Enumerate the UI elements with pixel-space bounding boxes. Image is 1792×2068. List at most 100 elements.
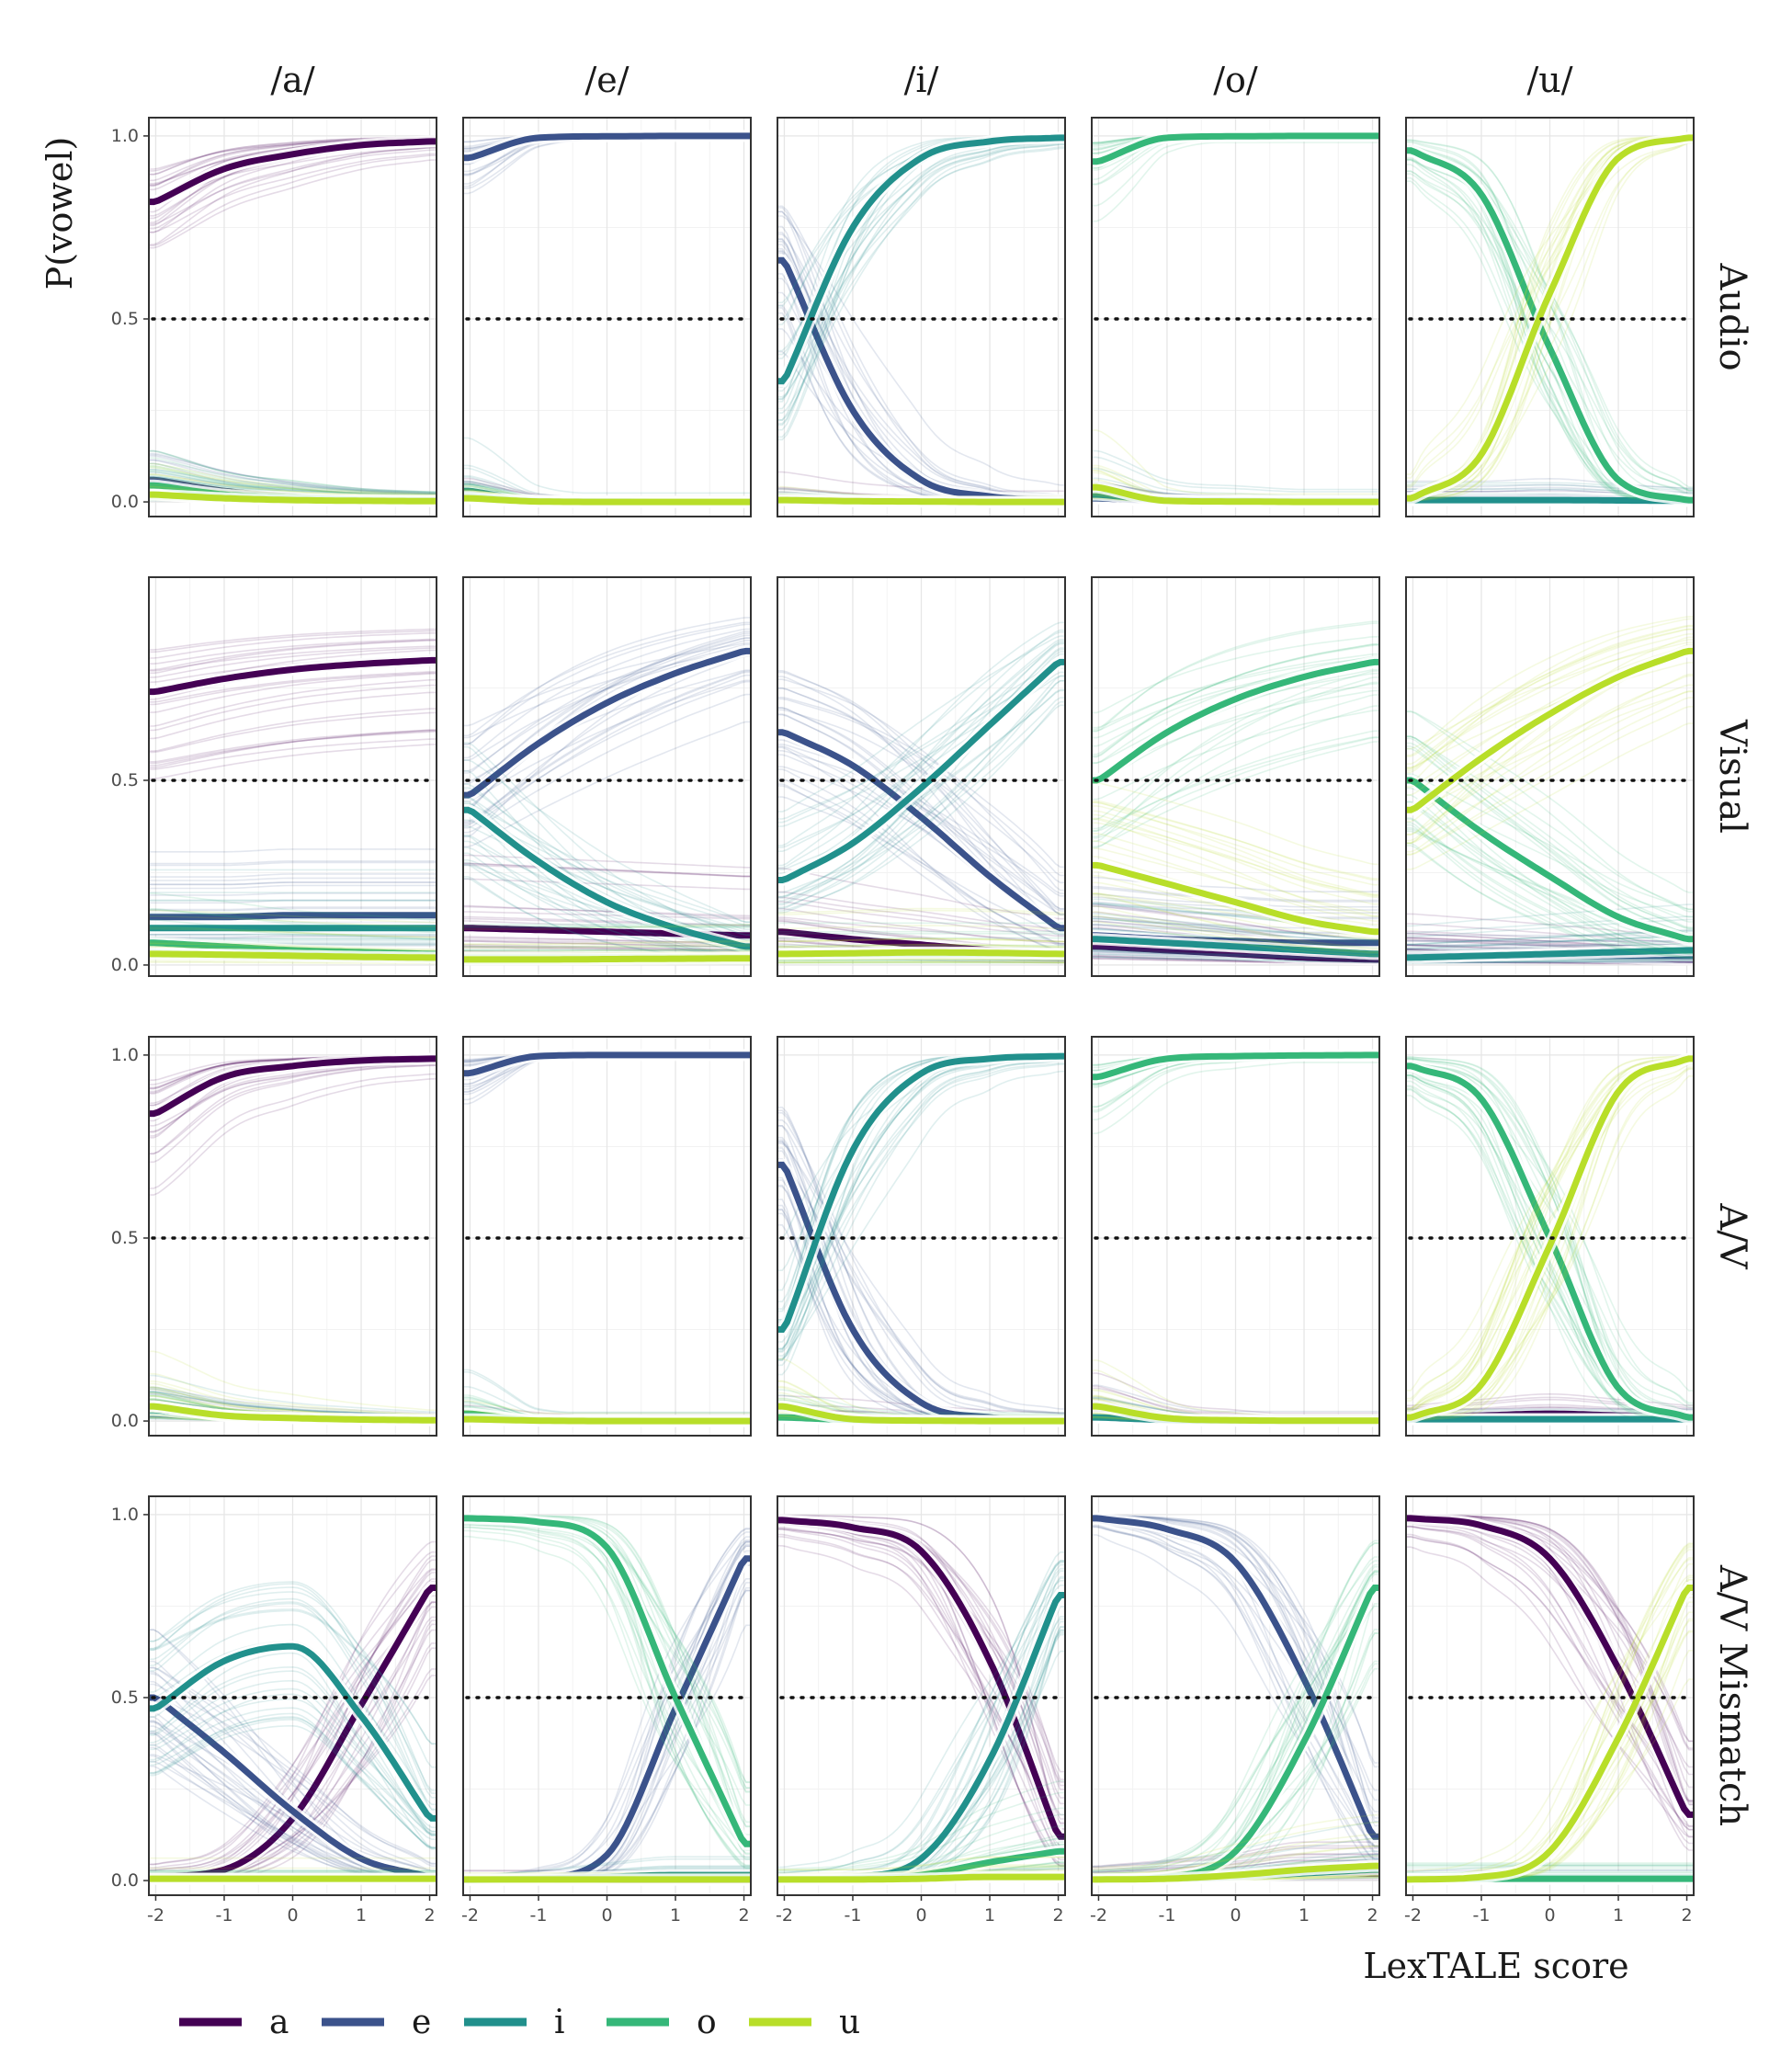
participant-trace <box>149 1374 437 1413</box>
mean-curve <box>1406 1055 1694 1421</box>
participant-trace <box>1092 813 1379 905</box>
series-group <box>149 628 437 965</box>
participant-trace <box>1092 915 1379 942</box>
participant-trace <box>1092 429 1379 495</box>
participant-trace <box>777 697 1065 869</box>
facet-panel: -2 -1 0 1 2 <box>461 1495 752 1926</box>
participant-trace <box>149 639 437 671</box>
panel-frame <box>1091 576 1380 977</box>
participant-trace <box>149 476 437 495</box>
participant-trace <box>1406 616 1694 756</box>
facet-panel: -2 -1 0 1 2 <box>776 1495 1066 1926</box>
facet-panel: 0.0 0.5 1.0 <box>111 1036 437 1437</box>
participant-trace <box>1406 1574 1694 1872</box>
x-tick-label: 2 <box>739 1905 750 1926</box>
participant-trace <box>777 689 1065 870</box>
participant-trace <box>1406 684 1694 811</box>
participant-trace <box>1092 636 1379 714</box>
participant-trace <box>463 938 751 946</box>
participant-trace <box>1092 1822 1379 1870</box>
mean-curve <box>149 138 437 206</box>
participant-trace <box>149 1601 437 1791</box>
series-u <box>1092 1813 1379 1886</box>
participant-trace <box>1092 949 1379 960</box>
facet-panel <box>777 117 1066 517</box>
participant-trace <box>1092 905 1379 920</box>
participant-trace <box>149 1716 437 1849</box>
participant-trace <box>777 796 1065 937</box>
participant-trace <box>777 937 1065 943</box>
series-u <box>777 485 1065 508</box>
panel-frame <box>1091 117 1380 517</box>
facet-panel: 0.0 0.5 1.0 <box>111 117 437 517</box>
panel-frame <box>1091 1036 1380 1437</box>
panel-frame <box>462 576 752 977</box>
participant-trace <box>1406 1055 1694 1422</box>
participant-trace <box>1406 722 1694 870</box>
panel-frame <box>148 1036 437 1437</box>
mean-curve <box>1092 861 1379 936</box>
mean-curve <box>149 950 437 961</box>
participant-trace <box>1092 801 1379 895</box>
series-u <box>1406 1542 1694 1886</box>
mean-curve <box>1092 943 1379 963</box>
participant-trace <box>1092 1585 1379 1873</box>
legend-item-o: o <box>607 2004 717 2041</box>
participant-trace <box>777 1394 1065 1415</box>
series-i <box>777 131 1065 441</box>
participant-trace <box>149 1683 437 1865</box>
participant-trace <box>463 1522 751 1847</box>
series-i <box>777 1050 1065 1376</box>
participant-trace <box>149 459 437 494</box>
participant-trace <box>463 811 751 959</box>
x-tick-label: 2 <box>425 1905 436 1926</box>
participant-trace <box>1092 924 1379 935</box>
participant-trace <box>463 679 751 802</box>
legend-label: a <box>269 2004 289 2041</box>
participant-trace <box>149 147 437 230</box>
participant-trace <box>149 881 437 886</box>
participant-trace <box>777 679 1065 914</box>
mean-curve <box>463 132 751 162</box>
participant-trace <box>777 901 1065 937</box>
participant-trace <box>463 693 751 834</box>
participant-trace <box>777 141 1065 384</box>
participant-trace <box>1092 817 1379 898</box>
participant-trace <box>1406 1864 1694 1873</box>
series-o <box>463 1512 751 1869</box>
participant-trace <box>1092 956 1379 963</box>
x-tick-label: 2 <box>1682 1905 1693 1926</box>
participant-trace <box>463 878 751 891</box>
participant-trace <box>1092 653 1379 732</box>
y-tick-label: 0.5 <box>111 1228 139 1248</box>
participant-trace <box>463 634 751 791</box>
series-u <box>1092 429 1379 508</box>
mean-curve <box>1406 496 1694 505</box>
panel-frame <box>462 1036 752 1437</box>
mean-curve <box>777 1052 1065 1333</box>
participant-trace <box>149 1707 437 1836</box>
participant-trace <box>149 1673 437 1874</box>
participant-trace <box>463 623 751 745</box>
participant-trace <box>777 709 1065 884</box>
participant-trace <box>1092 1590 1379 1872</box>
y-tick-label: 0.0 <box>111 1411 139 1431</box>
series-group <box>463 130 751 508</box>
participant-trace <box>1092 1526 1379 1791</box>
participant-trace <box>149 1073 437 1189</box>
participant-trace <box>149 942 437 952</box>
participant-trace <box>1406 1533 1694 1838</box>
y-axis-title: P(vowel) <box>40 137 80 290</box>
series-u <box>149 462 437 507</box>
participant-trace <box>1406 1074 1694 1392</box>
participant-trace <box>1092 456 1379 493</box>
participant-trace <box>149 449 437 494</box>
participant-trace <box>1092 1525 1379 1841</box>
legend-item-u: u <box>749 2004 860 2041</box>
participant-trace <box>777 143 1065 415</box>
series-group <box>777 131 1065 508</box>
participant-trace <box>1092 644 1379 756</box>
legend-item-i: i <box>464 2004 565 2041</box>
participant-trace <box>1406 960 1694 964</box>
mean-curve <box>777 658 1065 883</box>
